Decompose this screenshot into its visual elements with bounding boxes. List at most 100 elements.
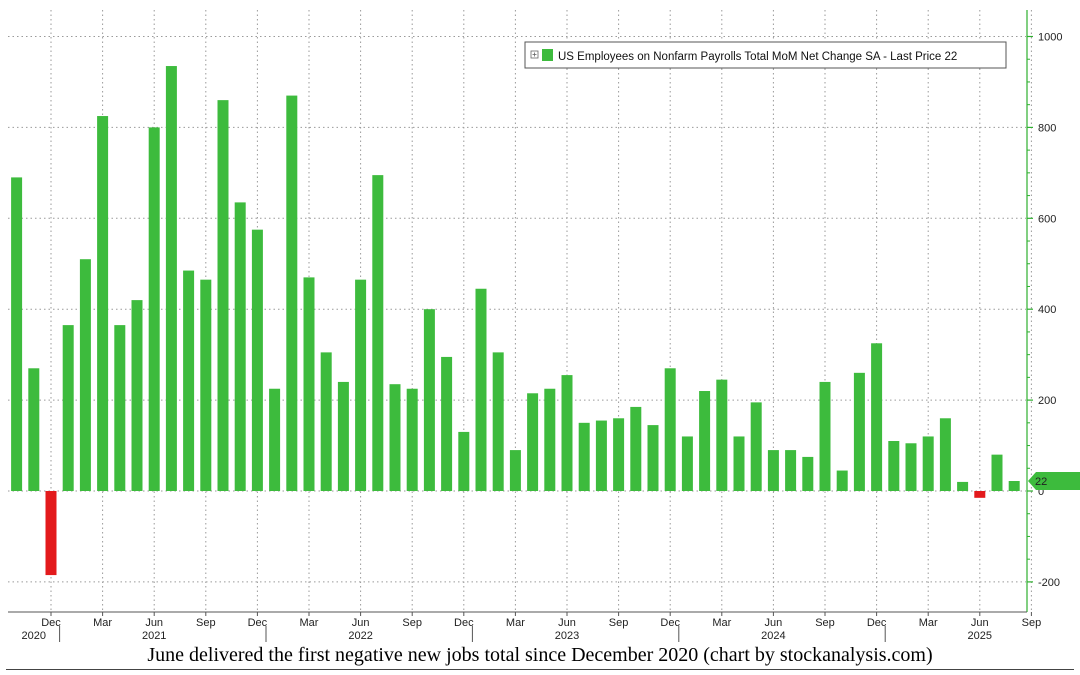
bar — [544, 388, 556, 491]
bar — [613, 418, 625, 491]
bar — [217, 100, 229, 491]
bar — [647, 425, 659, 491]
bar — [991, 454, 1003, 491]
x-tick-label: Mar — [712, 617, 731, 629]
bar — [458, 431, 470, 491]
bar — [79, 259, 91, 491]
bar — [62, 325, 74, 491]
bar — [320, 352, 332, 491]
gridlines — [8, 10, 1032, 612]
bar — [595, 420, 607, 491]
x-tick-label: Dec — [248, 617, 268, 629]
bar — [28, 368, 40, 491]
y-tick-label: 400 — [1038, 304, 1056, 316]
bar — [492, 352, 504, 491]
x-year-label: 2020 — [22, 630, 46, 642]
bar — [234, 202, 246, 491]
x-tick-label: Jun — [558, 617, 576, 629]
bar — [905, 443, 917, 491]
x-tick-label: Sep — [196, 617, 216, 629]
bars — [11, 66, 1020, 576]
x-year-label: 2025 — [968, 630, 992, 642]
x-tick-label: Sep — [402, 617, 422, 629]
x-tick-label: Dec — [660, 617, 680, 629]
x-tick-label: Jun — [971, 617, 989, 629]
bar — [423, 309, 435, 491]
bar — [269, 388, 281, 491]
bar — [716, 379, 728, 491]
bar — [251, 229, 263, 491]
bar — [664, 368, 676, 491]
y-tick-label: 0 — [1038, 486, 1044, 498]
bar — [767, 450, 779, 491]
y-tick-label: 600 — [1038, 213, 1056, 225]
bar — [509, 450, 521, 491]
bar — [148, 127, 160, 492]
bar — [922, 436, 934, 491]
legend-box — [524, 41, 1007, 69]
bar — [97, 116, 109, 491]
bar — [974, 491, 986, 498]
bar — [853, 372, 865, 491]
x-tick-label: Mar — [300, 617, 319, 629]
bar — [406, 388, 418, 491]
bar — [45, 491, 57, 576]
bar — [200, 279, 212, 491]
x-year-label: 2023 — [555, 630, 579, 642]
axes: -200 0 200 400 600 800 1000 22 Dec Mar Jun Sep Dec Ma… — [8, 10, 1080, 642]
x-tick-label: Mar — [919, 617, 938, 629]
bar — [836, 470, 848, 491]
x-tick-label: Sep — [815, 617, 835, 629]
y-tick-label: 800 — [1038, 122, 1056, 134]
last-price-label: 22 — [1035, 476, 1047, 488]
bar — [114, 325, 126, 491]
bar — [11, 177, 23, 491]
bar — [888, 441, 900, 491]
bar — [183, 270, 195, 491]
last-price-marker — [1028, 472, 1080, 491]
bar — [578, 422, 590, 491]
bar — [681, 436, 693, 491]
y-tick-label: 200 — [1038, 395, 1056, 407]
bar — [131, 300, 143, 491]
bar — [561, 375, 573, 491]
bar — [475, 288, 487, 491]
bar — [527, 393, 539, 491]
bar — [337, 381, 349, 491]
legend-label: US Employees on Nonfarm Payrolls Total M… — [558, 51, 957, 63]
bar — [372, 175, 384, 491]
legend-swatch — [542, 49, 553, 61]
bar — [819, 381, 831, 491]
x-year-label: 2021 — [142, 630, 166, 642]
bar — [441, 356, 453, 491]
bar — [957, 481, 969, 491]
bar — [630, 406, 642, 491]
x-year-label: 2022 — [348, 630, 372, 642]
x-tick-label: Mar — [93, 617, 112, 629]
bar — [355, 279, 367, 491]
bar — [733, 436, 745, 491]
bar — [389, 384, 401, 491]
x-tick-label: Mar — [506, 617, 525, 629]
y-tick-label: 1000 — [1038, 32, 1062, 44]
bar — [1008, 481, 1020, 491]
bar — [699, 391, 711, 491]
bar — [939, 418, 951, 491]
bar — [802, 456, 814, 491]
x-tick-label: Sep — [609, 617, 629, 629]
bar — [286, 95, 298, 492]
x-tick-label: Dec — [454, 617, 474, 629]
x-tick-label: Dec — [41, 617, 61, 629]
nonfarm-payrolls-chart: -200 0 200 400 600 800 1000 22 Dec Mar Jun Sep Dec Ma… — [8, 10, 1080, 642]
bar — [871, 343, 883, 491]
x-tick-label: Jun — [352, 617, 370, 629]
y-tick-label: -200 — [1038, 577, 1060, 589]
legend: US Employees on Nonfarm Payrolls Total M… — [524, 41, 1007, 69]
caption-divider — [6, 669, 1074, 670]
x-tick-label: Jun — [145, 617, 163, 629]
x-tick-label: Dec — [867, 617, 887, 629]
chart-caption: June delivered the first negative new jo… — [147, 644, 933, 666]
x-tick-label: Sep — [1022, 617, 1042, 629]
bar — [303, 277, 315, 491]
x-tick-label: Jun — [765, 617, 783, 629]
